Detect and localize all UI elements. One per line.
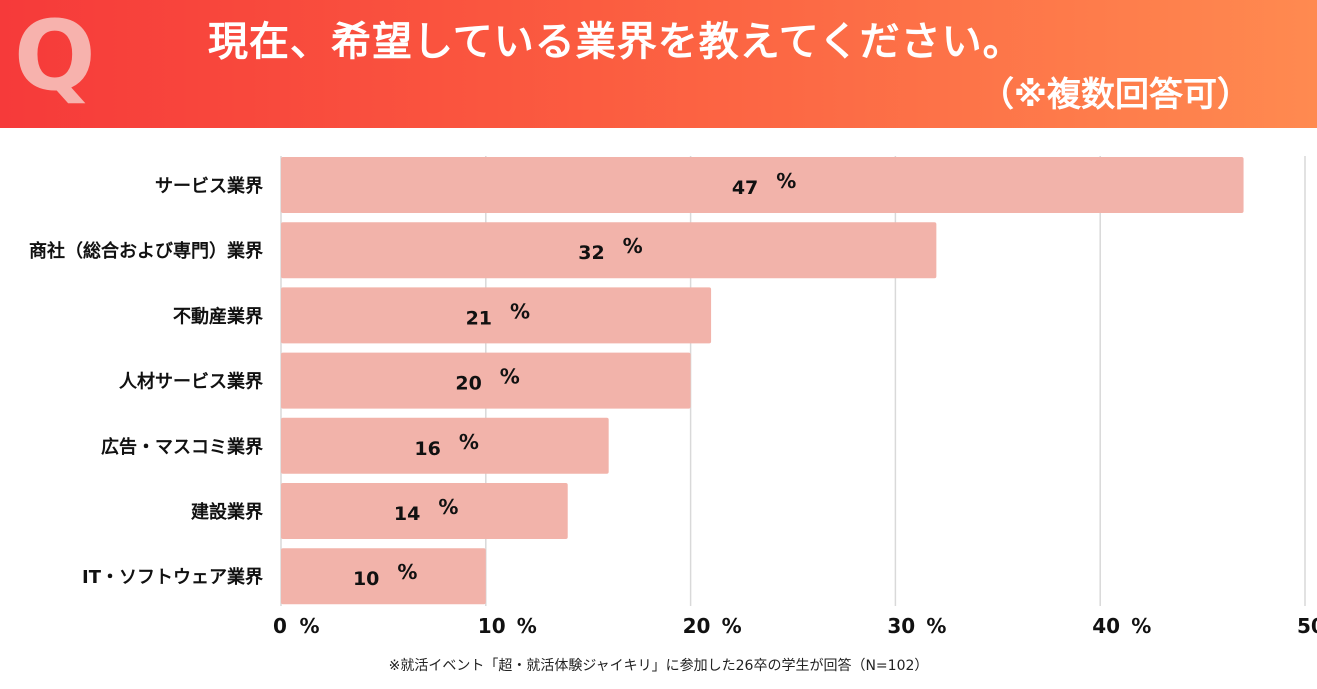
bar	[281, 287, 712, 344]
bar	[281, 548, 486, 605]
x-tick-suffix: %	[517, 614, 537, 638]
category-label: サービス業界	[155, 175, 263, 197]
category-label: IT・ソフトウェア業界	[82, 566, 263, 588]
value-label: 10	[353, 568, 379, 590]
x-tick-suffix: %	[300, 614, 320, 638]
value-suffix: %	[397, 560, 417, 584]
value-suffix: %	[776, 169, 796, 193]
value-label: 20	[455, 373, 481, 395]
x-tick-label: 20	[683, 614, 711, 638]
x-tick-suffix: %	[1131, 614, 1151, 638]
bar	[281, 483, 568, 539]
category-label: 商社（総合および専門）業界	[29, 240, 263, 262]
bar	[281, 417, 609, 474]
value-suffix: %	[459, 430, 479, 454]
x-tick-label: 50	[1297, 614, 1317, 638]
value-label: 16	[414, 438, 440, 460]
category-label: 建設業界	[191, 501, 263, 523]
value-label: 14	[394, 503, 420, 525]
x-tick-label: 10	[478, 614, 506, 638]
category-label: 不動産業界	[173, 305, 263, 327]
category-label: 人材サービス業界	[119, 371, 263, 393]
value-suffix: %	[438, 495, 458, 519]
value-label: 21	[466, 307, 492, 329]
value-label: 32	[578, 242, 604, 264]
bar	[281, 352, 691, 409]
question-subtitle: （※複数回答可）	[979, 75, 1251, 115]
x-tick-suffix: %	[722, 614, 742, 638]
x-tick-label: 30	[887, 614, 915, 638]
header-banner: Q 現在、希望している業界を教えてください。 （※複数回答可）	[0, 0, 1317, 128]
value-suffix: %	[510, 299, 530, 323]
bar	[281, 157, 1244, 213]
value-label: 47	[732, 177, 758, 199]
bar	[281, 222, 937, 279]
question-title: 現在、希望している業界を教えてください。	[208, 19, 1024, 65]
x-tick-label: 0	[273, 614, 287, 638]
x-tick-suffix: %	[926, 614, 946, 638]
value-suffix: %	[623, 234, 643, 258]
bar-chart: 0% 10% 20% 30% 40% 50 サービス業界 47% 商社（総合および専門）業界 32…	[29, 156, 1317, 638]
q-mark: Q	[14, 0, 96, 112]
footnote: ※就活イベント「超・就活体験ジャイキリ」に参加した26卒の学生が回答（N=102…	[388, 658, 929, 674]
x-tick-label: 40	[1092, 614, 1120, 638]
value-suffix: %	[500, 365, 520, 389]
category-label: 広告・マスコミ業界	[101, 436, 263, 458]
